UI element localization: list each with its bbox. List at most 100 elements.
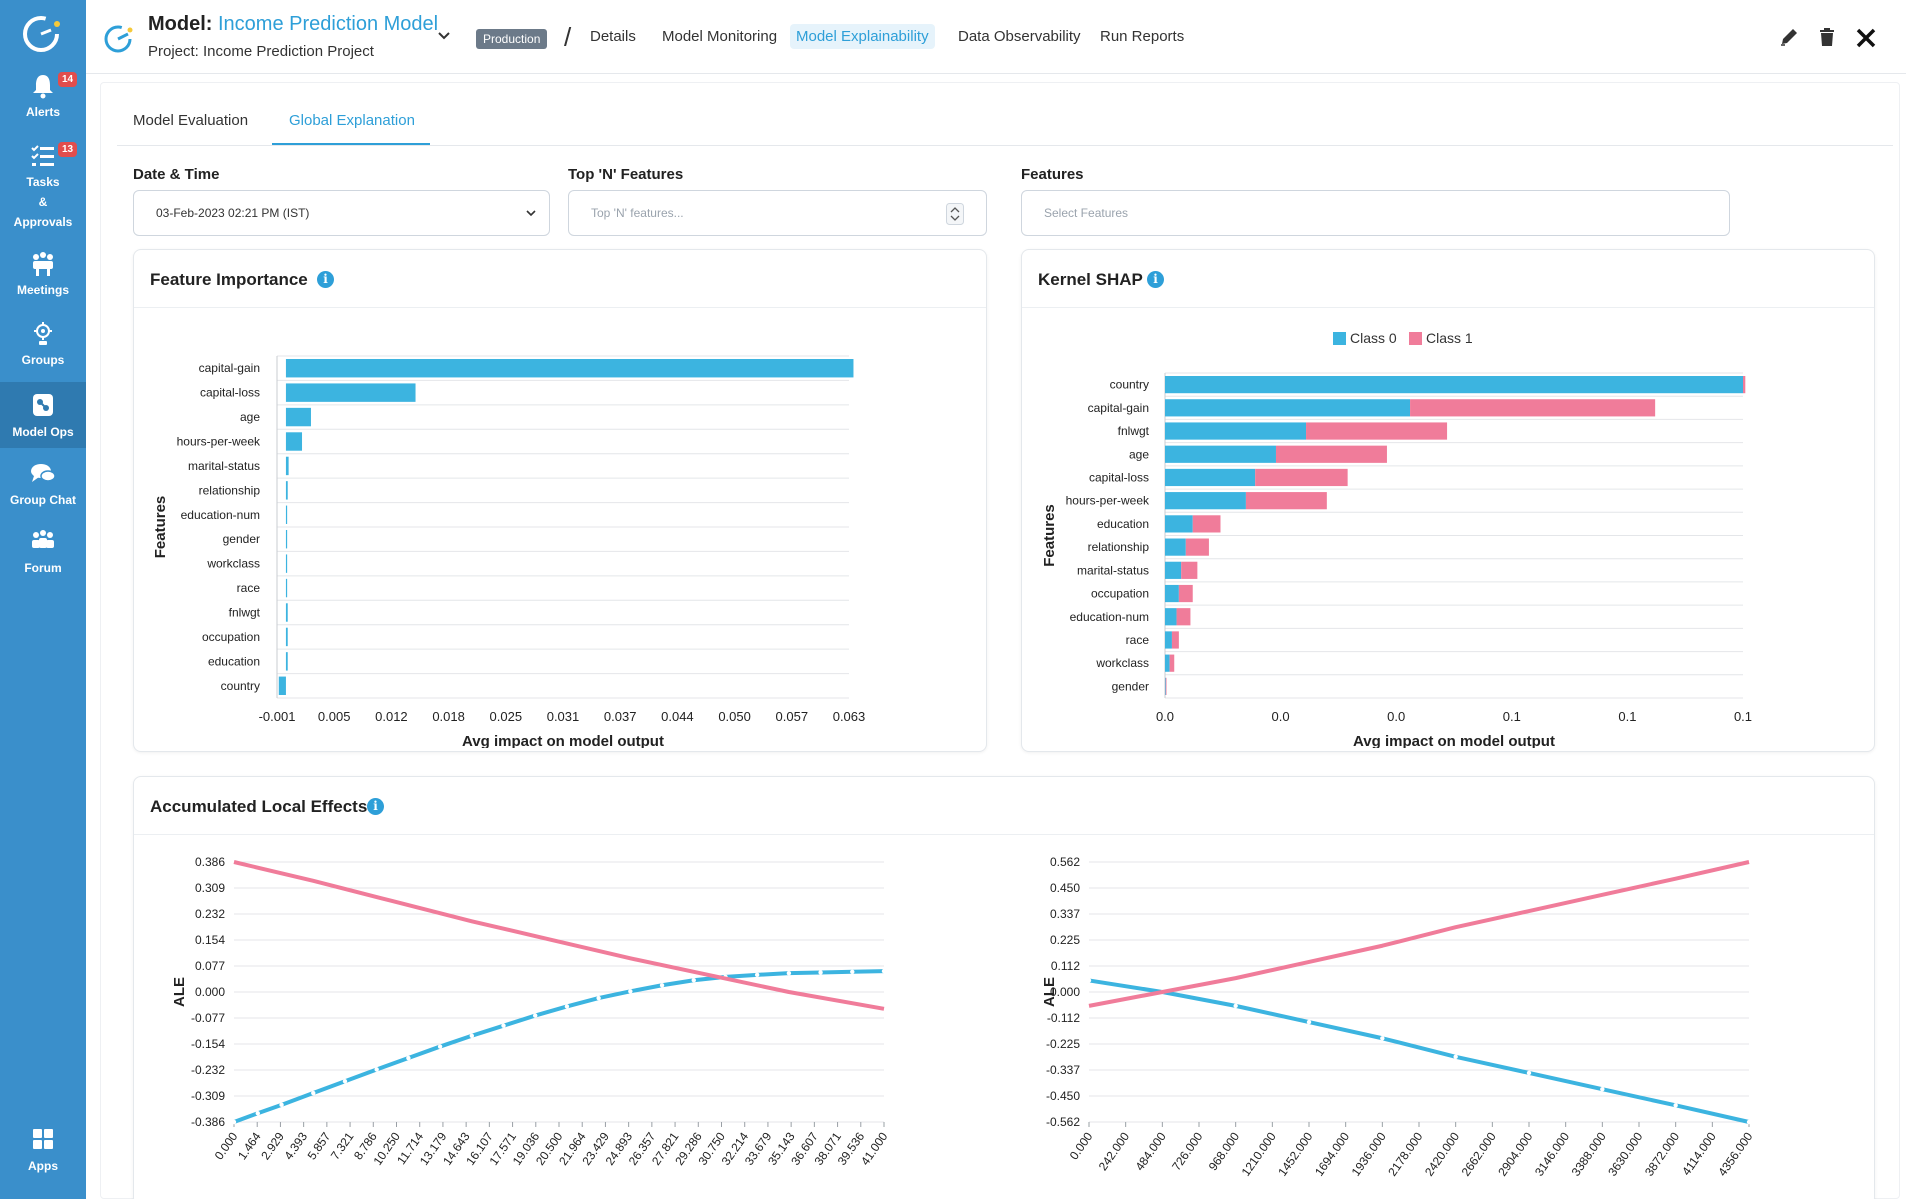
header-separator: /: [564, 22, 572, 52]
ale-point: [1673, 1103, 1678, 1108]
y-tick-label: 0.077: [195, 959, 225, 973]
bar-capital-loss-class-1: [1255, 468, 1348, 487]
ale-point: [279, 1102, 284, 1108]
card-divider: [134, 834, 1874, 835]
topn-input[interactable]: Top 'N' features...: [568, 190, 987, 236]
ale-point: [437, 1044, 443, 1049]
bar-fnlwgt-class-0: [1165, 422, 1307, 440]
stepper-icon[interactable]: [946, 203, 964, 225]
sidebar-item-meetings[interactable]: Meetings: [0, 250, 86, 300]
status-badge: Production: [476, 29, 548, 49]
bar-workclass-class-0: [1165, 654, 1170, 672]
x-tick-label: 1694.000: [1312, 1129, 1352, 1178]
x-tick-label: 3146.000: [1532, 1129, 1572, 1178]
subtab-model-evaluation[interactable]: Model Evaluation: [133, 112, 249, 129]
info-icon[interactable]: i: [1147, 271, 1164, 288]
bar-occupation-class-0: [1165, 584, 1179, 603]
bar-occupation-class-1: [1178, 584, 1193, 603]
y-tick-label: occupation: [202, 630, 260, 644]
ale-point: [850, 969, 855, 974]
subtab-global-explanation[interactable]: Global Explanation: [289, 112, 415, 129]
datetime-select[interactable]: 03-Feb-2023 02:21 PM (IST): [133, 190, 550, 236]
feature-importance-chart: capital-gain capital-loss age hours-per-wee…: [152, 355, 866, 748]
sidebar-item-label: Tasks & Approvals: [13, 175, 73, 229]
y-tick-label: workclass: [1095, 656, 1149, 670]
x-tick-label: 484.000: [1132, 1129, 1169, 1173]
sidebar-item-label: Model Ops: [12, 425, 74, 439]
sidebar-item-label: Group Chat: [10, 493, 76, 507]
x-tick-label: -0.001: [259, 709, 296, 724]
kernel-shap-chart: Class 0 Class 1 country capital-gain fnlwgt a…: [1041, 330, 1752, 748]
x-tick-label: 0.0: [1156, 709, 1174, 724]
y-tick-label: capital-gain: [199, 361, 260, 375]
y-tick-label: 0.309: [195, 881, 225, 895]
bar-workclass: [285, 554, 288, 573]
y-tick-label: -0.232: [191, 1063, 225, 1077]
y-tick-label: education-num: [181, 508, 260, 522]
legend-label-class-1: Class 1: [1426, 330, 1473, 346]
y-tick-label: -0.309: [191, 1089, 225, 1103]
sidebar-item-groups[interactable]: Groups: [0, 320, 86, 370]
sidebar-item-apps[interactable]: Apps: [0, 1126, 86, 1176]
bar-fnlwgt: [285, 603, 288, 622]
tab-data-observability[interactable]: Data Observability: [958, 28, 1081, 45]
model-ops-icon: [33, 394, 53, 416]
bar-race-class-1: [1171, 631, 1179, 649]
bar-capital-gain-class-1: [1410, 399, 1656, 417]
x-tick-label: 726.000: [1169, 1129, 1206, 1173]
explainability-subtabs: Model Evaluation Global Explanation: [117, 96, 1893, 146]
y-axis-label: Features: [1041, 504, 1058, 567]
y-tick-label: relationship: [1088, 540, 1150, 554]
ale-line-class-0: [1088, 978, 1750, 1124]
sidebar-item-alerts[interactable]: Alerts 14: [0, 72, 86, 122]
sidebar-item-forum[interactable]: Forum: [0, 528, 86, 578]
close-icon[interactable]: [1854, 26, 1878, 50]
bar-hours-per-week-class-0: [1165, 492, 1246, 510]
edit-icon[interactable]: [1778, 26, 1800, 48]
tab-model-monitoring[interactable]: Model Monitoring: [662, 28, 778, 45]
bar-occupation: [285, 627, 288, 647]
ale-line-class-1: [1088, 860, 1750, 1008]
y-tick-label: 0.337: [1050, 907, 1080, 921]
feature-importance-title: Feature Importance: [150, 270, 308, 289]
tab-details[interactable]: Details: [590, 28, 636, 45]
delete-icon[interactable]: [1816, 26, 1838, 48]
active-subtab-underline: [272, 143, 430, 145]
app-logo-icon[interactable]: [19, 8, 67, 56]
features-select[interactable]: Select Features: [1021, 190, 1730, 236]
forum-icon: [32, 530, 54, 548]
tab-model-explainability[interactable]: Model Explainability: [790, 24, 935, 49]
ale-point: [231, 1119, 237, 1125]
info-icon[interactable]: i: [317, 271, 334, 288]
bar-age-class-0: [1165, 445, 1276, 463]
y-tick-label: education: [1097, 517, 1149, 531]
ale-point: [1526, 1070, 1532, 1076]
model-name: Income Prediction Model: [218, 13, 439, 35]
ale-card: Accumulated Local Effects i 0.386 0.309 0.…: [133, 776, 1875, 1199]
info-icon[interactable]: i: [367, 798, 384, 815]
ale-point: [691, 978, 696, 983]
bar-education-class-1: [1192, 515, 1221, 533]
y-tick-label: -0.077: [191, 1011, 225, 1025]
bar-age-class-1: [1275, 445, 1387, 463]
chevron-down-icon[interactable]: [436, 28, 452, 44]
ale-point: [564, 1004, 570, 1009]
sidebar-item-tasks[interactable]: Tasks & Approvals 13: [0, 142, 86, 230]
bar-workclass-class-1: [1169, 654, 1175, 672]
x-tick-label: 1452.000: [1275, 1129, 1315, 1178]
bar-race: [285, 578, 288, 598]
x-tick-label: 0.063: [833, 709, 866, 724]
sidebar-item-group-chat[interactable]: Group Chat: [0, 460, 86, 510]
y-tick-label: education-num: [1070, 610, 1149, 624]
x-tick-label: 0.050: [718, 709, 751, 724]
y-tick-label: gender: [1112, 679, 1149, 693]
bar-race-class-0: [1165, 631, 1172, 649]
ale-point: [374, 1067, 379, 1072]
x-tick-label: 0.012: [375, 709, 408, 724]
topn-label: Top 'N' Features: [568, 166, 684, 183]
tab-run-reports[interactable]: Run Reports: [1100, 28, 1185, 45]
y-tick-label: occupation: [1091, 587, 1149, 601]
sidebar-item-model-ops[interactable]: Model Ops: [0, 382, 86, 448]
x-tick-label: 0.025: [490, 709, 523, 724]
x-tick-label: 0.057: [776, 709, 809, 724]
